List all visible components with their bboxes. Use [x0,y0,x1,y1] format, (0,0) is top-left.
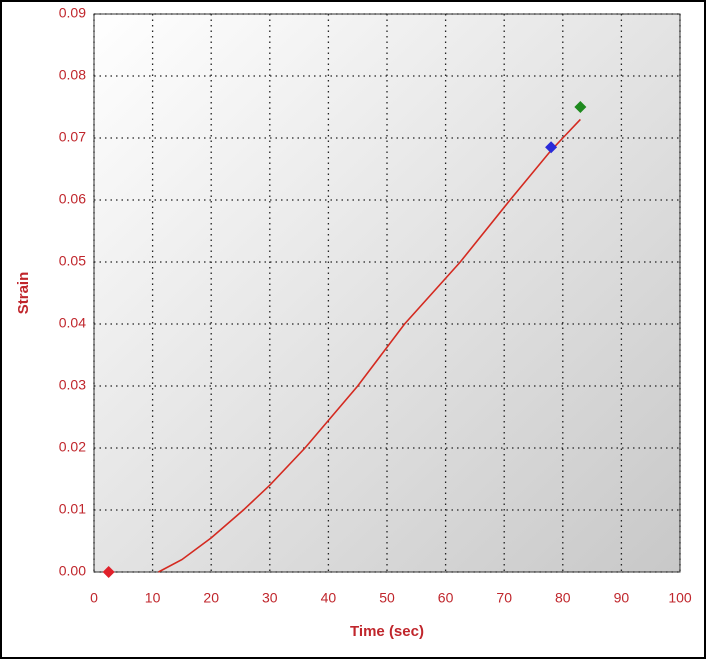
x-axis-title: Time (sec) [350,623,424,640]
x-tick-label: 80 [555,590,571,606]
y-tick-label: 0.04 [59,315,86,331]
y-axis-title: Strain [15,272,32,315]
x-tick-label: 100 [668,590,692,606]
x-tick-label: 10 [145,590,161,606]
marker [102,566,115,578]
y-tick-label: 0.03 [59,377,86,393]
x-tick-label: 70 [496,590,512,606]
y-tick-label: 0.08 [59,67,86,83]
y-tick-label: 0.01 [59,501,86,517]
x-tick-label: 20 [203,590,219,606]
y-tick-label: 0.00 [59,563,86,579]
x-tick-label: 0 [90,590,98,606]
y-tick-label: 0.06 [59,191,86,207]
x-tick-label: 30 [262,590,278,606]
x-tick-label: 50 [379,590,395,606]
x-tick-label: 90 [614,590,630,606]
y-tick-label: 0.07 [59,129,86,145]
marker [545,141,558,154]
y-tick-label: 0.05 [59,253,86,269]
y-tick-label: 0.02 [59,439,86,455]
y-tick-label: 0.09 [59,5,86,21]
x-tick-label: 60 [438,590,454,606]
marker [574,101,587,113]
x-tick-label: 40 [321,590,337,606]
